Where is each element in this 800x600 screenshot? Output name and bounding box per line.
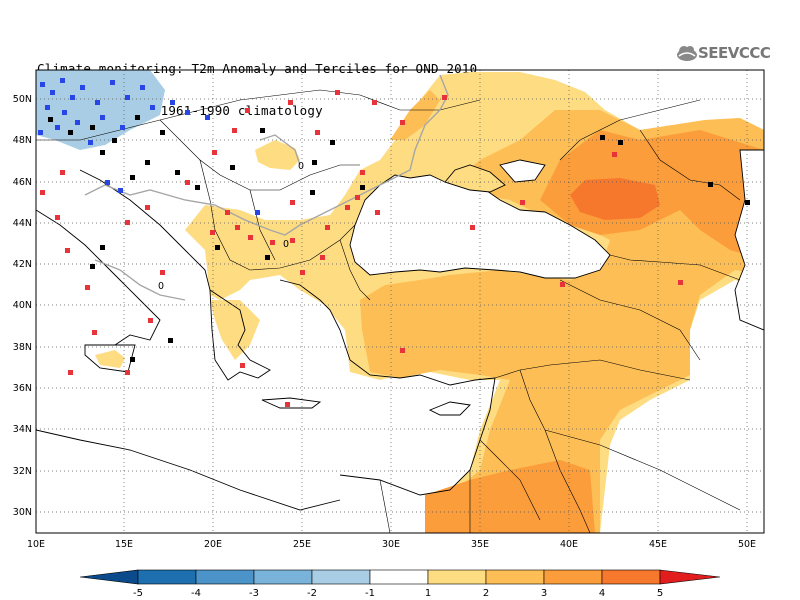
colorbar-swatch <box>195 569 255 585</box>
lat-tick: 40N <box>13 300 32 311</box>
anomaly-zone-2-3-steppe <box>390 90 440 140</box>
lat-tick: 34N <box>13 424 32 435</box>
lower-tercile-markers <box>38 78 260 215</box>
gridlines <box>36 70 764 533</box>
anomaly-zone-1-2-hungary <box>255 140 300 170</box>
lat-ticks: 50N 48N 46N 44N 42N 40N 38N 36N 34N 32N … <box>13 94 32 518</box>
lat-tick: 38N <box>13 342 32 353</box>
lat-tick: 48N <box>13 135 32 146</box>
colorbar-swatch <box>137 569 197 585</box>
lat-tick: 32N <box>13 466 32 477</box>
lon-tick: 45E <box>649 539 667 550</box>
map-title-line1: Climate monitoring: T2m Anomaly and Terc… <box>37 61 478 76</box>
colorbar-label: -5 <box>133 588 143 599</box>
colorbar-swatch <box>369 569 429 585</box>
colorbar-low-arrow <box>79 569 139 585</box>
lat-tick: 44N <box>13 218 32 229</box>
middle-tercile-markers <box>48 115 750 362</box>
cloud-icon <box>677 46 697 61</box>
upper-tercile-markers <box>40 90 683 407</box>
lon-tick: 15E <box>115 539 133 550</box>
seevccc-logo: SEEVCCC <box>676 40 771 66</box>
lon-tick: 25E <box>293 539 311 550</box>
colorbar-swatch <box>601 569 661 585</box>
colorbar-swatch <box>543 569 603 585</box>
colorbar-swatch <box>427 569 487 585</box>
lat-tick: 30N <box>13 507 32 518</box>
colorbar-label: -1 <box>365 588 375 599</box>
colorbar-label: -3 <box>249 588 259 599</box>
contour-label-0-c: 0 <box>158 281 164 292</box>
lat-tick: 46N <box>13 177 32 188</box>
colorbar-label: -2 <box>307 588 317 599</box>
anomaly-zone-1-2-sicily <box>95 350 125 368</box>
colorbar-label: 4 <box>599 588 605 599</box>
anomaly-zone-1-2-greece <box>210 300 260 360</box>
zero-contours <box>84 74 449 301</box>
lon-tick: 30E <box>382 539 400 550</box>
contour-label-0-b: 0 <box>283 239 289 250</box>
map-frame <box>35 69 765 534</box>
logo-text: SEEVCCC <box>698 44 771 62</box>
lon-tick: 50E <box>738 539 756 550</box>
anomaly-zone-cold <box>36 70 165 150</box>
colorbar-swatch <box>311 569 371 585</box>
colorbar-label: 2 <box>483 588 489 599</box>
colorbar-label: 3 <box>541 588 547 599</box>
map-field: 0 0 0 <box>36 70 764 533</box>
colorbar-swatch <box>485 569 545 585</box>
colorbar: -5 -4 -3 -2 -1 1 2 3 4 5 <box>79 569 721 599</box>
lat-tick: 42N <box>13 259 32 270</box>
lat-tick: 50N <box>13 94 32 105</box>
colorbar-high-arrow <box>659 569 721 585</box>
borders <box>36 89 741 533</box>
lon-tick: 35E <box>471 539 489 550</box>
station-markers <box>38 78 750 407</box>
lon-tick: 40E <box>560 539 578 550</box>
anomaly-zone-4-5 <box>570 178 660 220</box>
contour-label-0-a: 0 <box>298 161 304 172</box>
colorbar-label: 5 <box>657 588 663 599</box>
anomaly-zone-3-4-sinai <box>425 460 595 533</box>
colorbar-label: -4 <box>191 588 201 599</box>
colorbar-label: 1 <box>425 588 431 599</box>
lon-tick: 10E <box>27 539 45 550</box>
lon-tick: 20E <box>204 539 222 550</box>
lon-ticks: 10E 15E 20E 25E 30E 35E 40E 45E 50E <box>27 539 756 550</box>
lat-tick: 36N <box>13 383 32 394</box>
colorbar-swatch <box>253 569 313 585</box>
